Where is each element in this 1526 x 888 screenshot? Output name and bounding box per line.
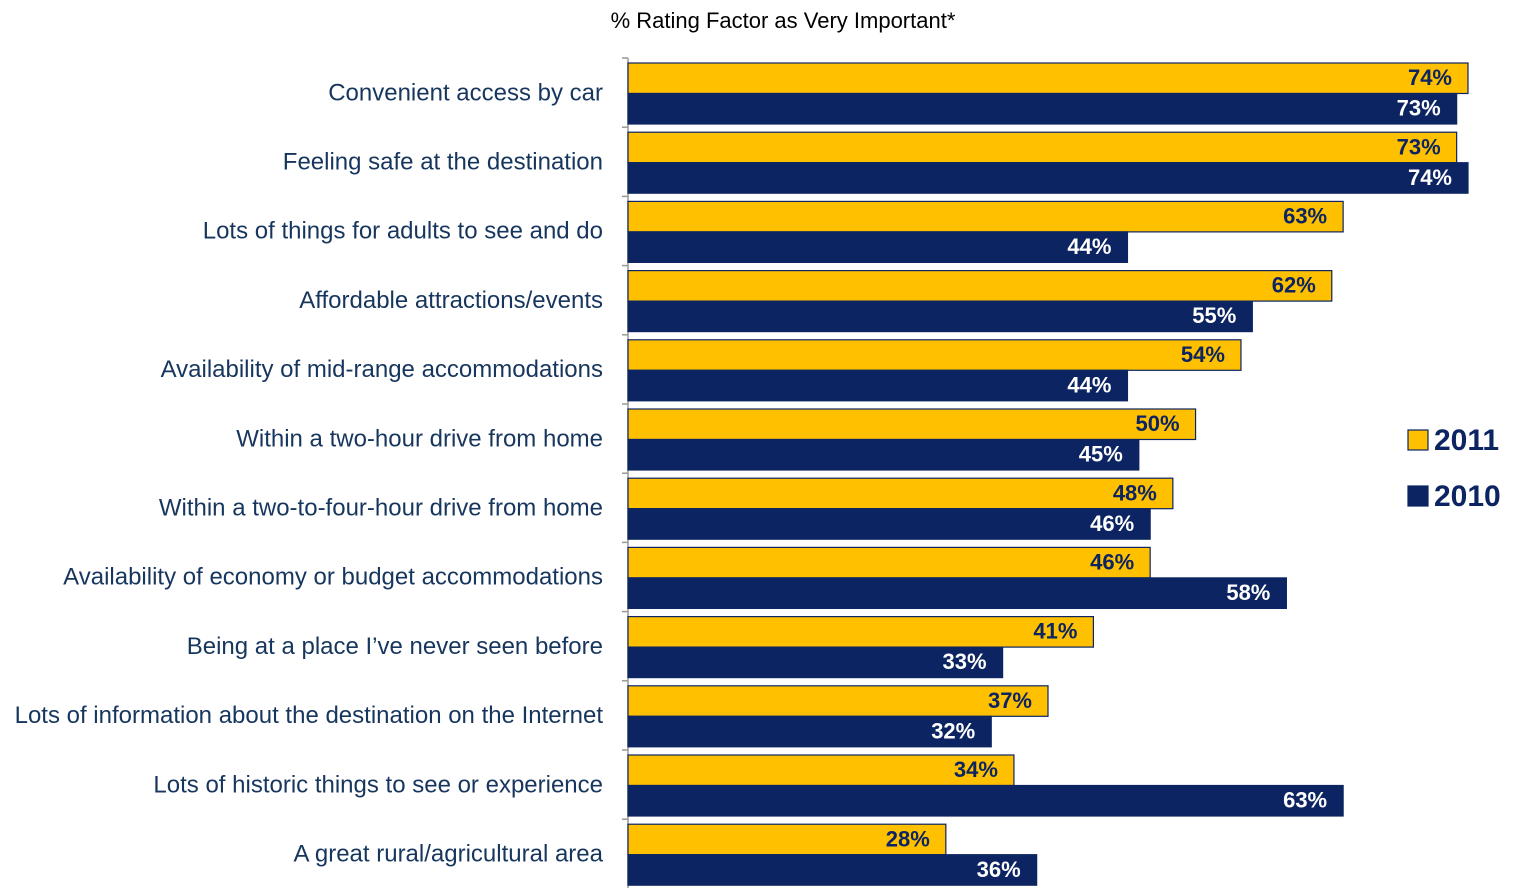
bar bbox=[627, 715, 992, 748]
bar bbox=[627, 546, 1151, 579]
category-label: Affordable attractions/events bbox=[299, 287, 603, 314]
chart-title: % Rating Factor as Very Important* bbox=[611, 8, 956, 33]
value-label: 54% bbox=[1181, 342, 1225, 367]
category-label: Within a two-to-four-hour drive from hom… bbox=[159, 495, 603, 522]
bar bbox=[627, 270, 1333, 302]
bar bbox=[627, 854, 1038, 886]
category-label: Convenient access by car bbox=[328, 79, 603, 106]
value-label: 46% bbox=[1090, 511, 1134, 536]
bar bbox=[627, 231, 1129, 263]
value-label: 44% bbox=[1067, 234, 1111, 259]
value-label: 44% bbox=[1067, 372, 1111, 397]
value-label: 63% bbox=[1283, 788, 1327, 813]
value-label: 41% bbox=[1033, 619, 1077, 644]
value-label: 73% bbox=[1397, 134, 1441, 159]
value-label: 37% bbox=[988, 688, 1032, 713]
value-label: 73% bbox=[1397, 96, 1441, 121]
category-label: Within a two-hour drive from home bbox=[236, 425, 603, 452]
value-label: 45% bbox=[1079, 442, 1123, 467]
value-label: 62% bbox=[1272, 273, 1316, 298]
value-label: 55% bbox=[1192, 303, 1236, 328]
value-label: 63% bbox=[1283, 203, 1327, 228]
bar bbox=[627, 508, 1151, 540]
category-label: A great rural/agricultural area bbox=[294, 841, 604, 868]
bar bbox=[627, 300, 1253, 333]
bar bbox=[627, 369, 1129, 402]
legend-swatch bbox=[1407, 429, 1429, 451]
value-label: 36% bbox=[977, 857, 1021, 882]
bar bbox=[627, 685, 1049, 717]
value-label: 50% bbox=[1136, 411, 1180, 436]
legend-label: 2011 bbox=[1434, 424, 1499, 457]
bar bbox=[627, 92, 1458, 125]
value-label: 33% bbox=[943, 649, 987, 674]
bar bbox=[627, 339, 1242, 371]
value-label: 74% bbox=[1408, 165, 1452, 190]
category-label: Lots of historic things to see or experi… bbox=[153, 771, 603, 798]
bar bbox=[627, 577, 1287, 610]
category-label: Lots of things for adults to see and do bbox=[203, 218, 603, 245]
category-label: Being at a place I’ve never seen before bbox=[187, 633, 603, 660]
value-label: 34% bbox=[954, 757, 998, 782]
category-label: Feeling safe at the destination bbox=[283, 149, 603, 176]
bar bbox=[627, 615, 1095, 648]
legend-swatch bbox=[1407, 485, 1429, 507]
bar bbox=[627, 62, 1469, 95]
bar bbox=[627, 131, 1458, 164]
bar bbox=[627, 408, 1197, 441]
category-label: Availability of economy or budget accomm… bbox=[63, 564, 603, 591]
value-label: 58% bbox=[1226, 580, 1270, 605]
bar bbox=[627, 477, 1174, 510]
category-label: Availability of mid-range accommodations bbox=[161, 356, 603, 383]
value-label: 32% bbox=[931, 718, 975, 743]
value-label: 28% bbox=[886, 826, 930, 851]
bar bbox=[627, 162, 1469, 194]
category-label: Lots of information about the destinatio… bbox=[15, 702, 604, 729]
bar bbox=[627, 784, 1344, 817]
bar bbox=[627, 438, 1140, 471]
bar bbox=[627, 200, 1344, 233]
value-label: 48% bbox=[1113, 480, 1157, 505]
value-label: 74% bbox=[1408, 65, 1452, 90]
value-label: 46% bbox=[1090, 549, 1134, 574]
legend-label: 2010 bbox=[1434, 480, 1501, 513]
bar bbox=[627, 646, 1004, 679]
